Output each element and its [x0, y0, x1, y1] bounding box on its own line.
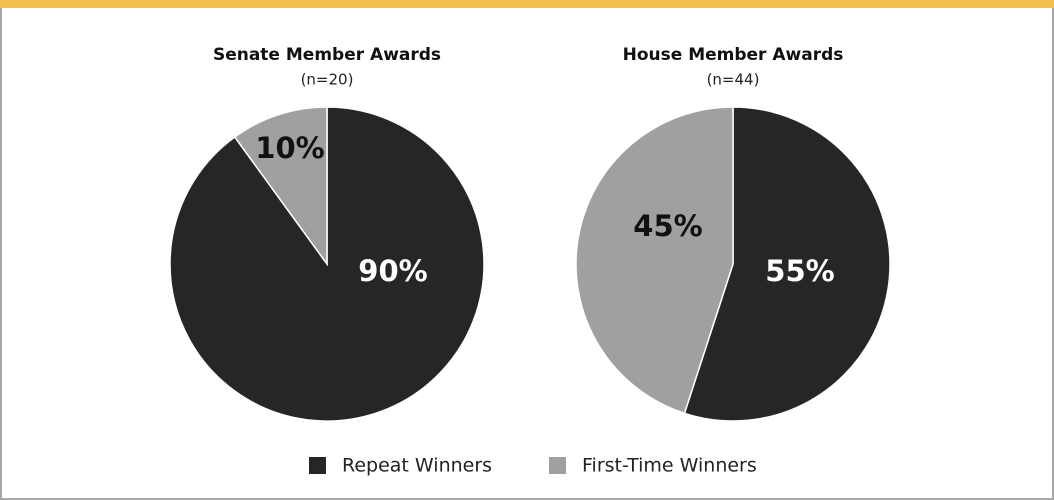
pie-slice	[683, 106, 891, 422]
chart-title: Senate Member Awards	[213, 45, 441, 65]
chart-title: House Member Awards	[623, 45, 844, 65]
frame	[0, 8, 1054, 500]
chart-subtitle: (n=44)	[707, 71, 760, 89]
chart-subtitle: (n=20)	[301, 71, 354, 89]
pie-slice	[575, 106, 734, 415]
data-label: 45%	[633, 209, 702, 243]
legend-label: Repeat Winners	[342, 455, 492, 477]
legend-swatch	[309, 457, 326, 474]
top-bar	[0, 0, 1054, 8]
data-label: 55%	[765, 254, 834, 288]
data-label: 10%	[255, 131, 324, 165]
legend-label: First-Time Winners	[582, 455, 757, 477]
pie-slice	[233, 106, 328, 267]
legend-swatch	[549, 457, 566, 474]
data-label: 90%	[358, 254, 427, 288]
